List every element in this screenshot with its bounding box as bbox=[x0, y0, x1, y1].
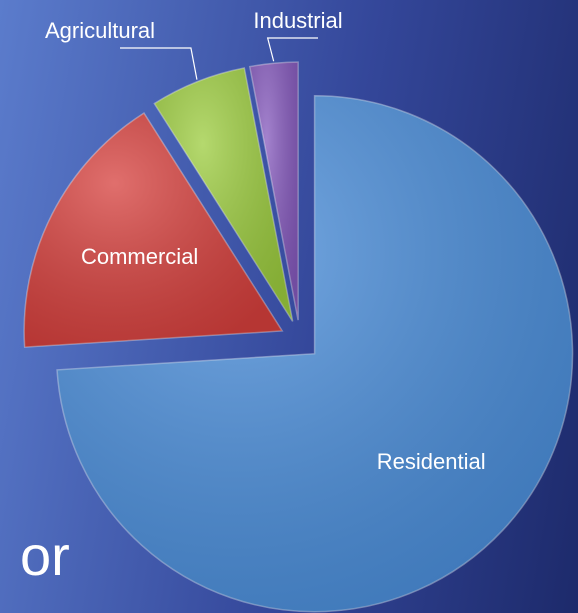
leader-line bbox=[120, 47, 198, 80]
slide-text: or bbox=[20, 524, 70, 587]
slice-label: Commercial bbox=[81, 244, 198, 269]
slice-label: Agricultural bbox=[45, 18, 155, 43]
leader-line bbox=[266, 37, 318, 62]
slice-label: Residential bbox=[377, 449, 486, 474]
slice-label: Industrial bbox=[253, 8, 342, 33]
